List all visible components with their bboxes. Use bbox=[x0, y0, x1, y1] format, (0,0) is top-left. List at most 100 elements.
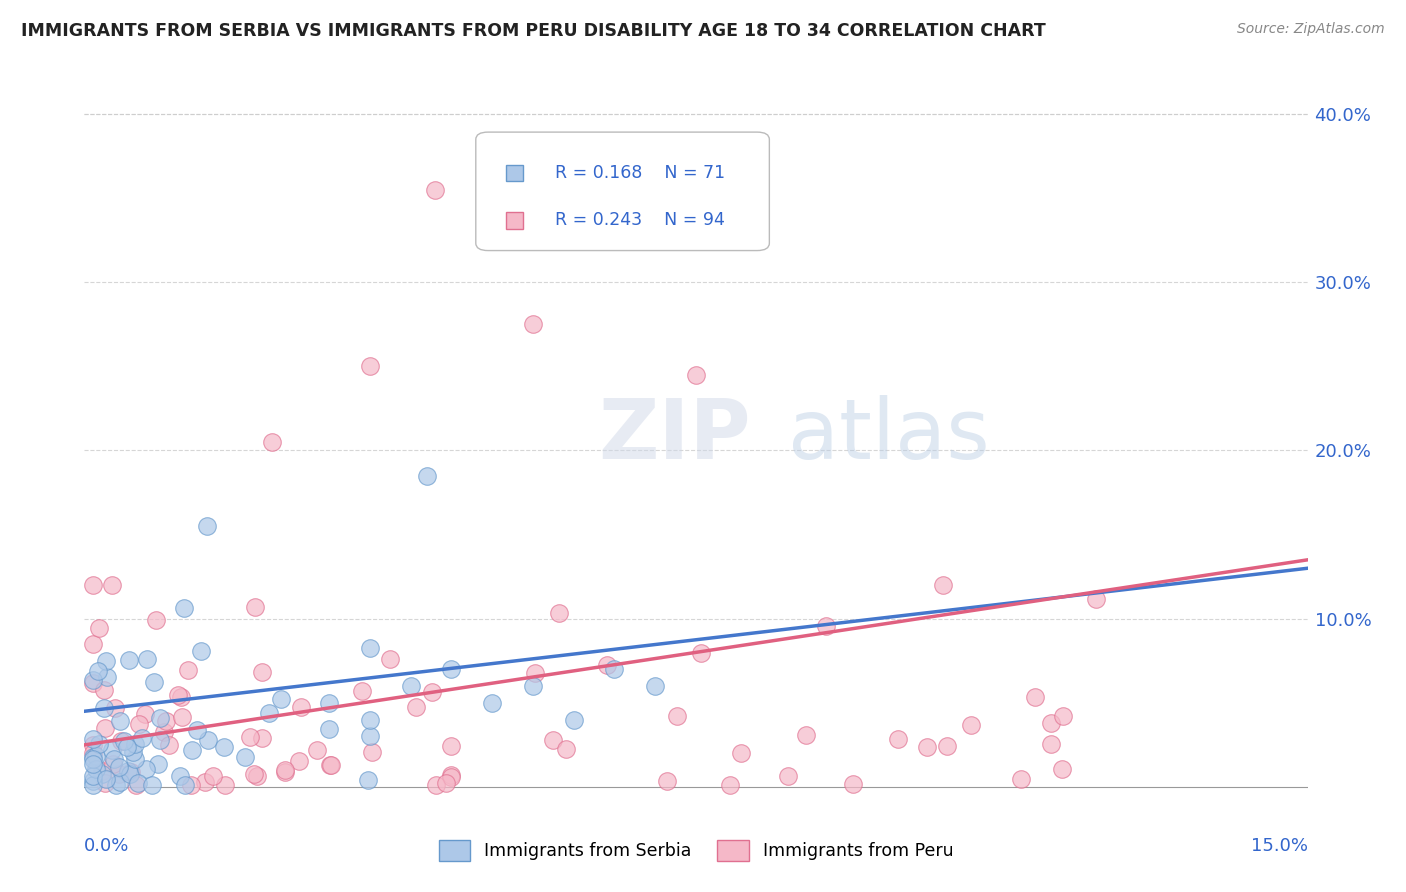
Point bbox=[82, 774, 104, 789]
Point bbox=[359, 640, 381, 655]
Point bbox=[82, 769, 104, 783]
Point bbox=[936, 739, 959, 753]
Point bbox=[548, 606, 571, 620]
Point bbox=[522, 318, 544, 332]
Point bbox=[194, 774, 217, 789]
Point bbox=[82, 673, 104, 687]
Point bbox=[177, 663, 200, 677]
Point bbox=[603, 662, 626, 676]
Point bbox=[118, 767, 141, 781]
Point bbox=[420, 685, 443, 699]
Point bbox=[96, 669, 118, 683]
Point bbox=[274, 765, 297, 780]
Point bbox=[169, 769, 191, 783]
Point bbox=[399, 679, 422, 693]
Point bbox=[82, 637, 104, 651]
Point bbox=[288, 754, 311, 768]
Point bbox=[186, 723, 208, 737]
Point bbox=[90, 764, 112, 778]
Point bbox=[120, 765, 142, 780]
FancyBboxPatch shape bbox=[475, 132, 769, 251]
Point bbox=[361, 746, 384, 760]
Point bbox=[290, 699, 312, 714]
Bar bbox=[506, 212, 523, 228]
Point bbox=[562, 713, 585, 727]
Point bbox=[197, 733, 219, 747]
Point bbox=[82, 731, 104, 746]
Point bbox=[1050, 763, 1073, 777]
Text: 0.0%: 0.0% bbox=[84, 838, 129, 855]
Legend: Immigrants from Serbia, Immigrants from Peru: Immigrants from Serbia, Immigrants from … bbox=[432, 833, 960, 868]
Point bbox=[357, 773, 380, 788]
Point bbox=[1039, 715, 1062, 730]
Point bbox=[425, 778, 447, 792]
Point bbox=[595, 658, 617, 673]
Text: IMMIGRANTS FROM SERBIA VS IMMIGRANTS FROM PERU DISABILITY AGE 18 TO 34 CORRELATI: IMMIGRANTS FROM SERBIA VS IMMIGRANTS FRO… bbox=[21, 22, 1046, 40]
Point bbox=[307, 742, 329, 756]
Point bbox=[145, 613, 167, 627]
Point bbox=[112, 734, 135, 748]
Point bbox=[135, 762, 157, 776]
Point bbox=[155, 714, 177, 728]
Point bbox=[167, 688, 190, 702]
Point bbox=[128, 717, 150, 731]
Point bbox=[250, 665, 273, 679]
Point bbox=[121, 745, 143, 759]
Point bbox=[359, 359, 381, 374]
Point bbox=[115, 740, 138, 755]
Point bbox=[440, 739, 463, 753]
Point bbox=[108, 774, 131, 789]
Point bbox=[257, 706, 280, 720]
Point bbox=[378, 652, 401, 666]
Point bbox=[180, 743, 202, 757]
Point bbox=[481, 696, 503, 710]
Point bbox=[318, 722, 340, 736]
Point bbox=[202, 769, 225, 783]
Text: Source: ZipAtlas.com: Source: ZipAtlas.com bbox=[1237, 22, 1385, 37]
Point bbox=[319, 757, 342, 772]
Point bbox=[82, 746, 104, 760]
Point bbox=[104, 701, 127, 715]
Point bbox=[153, 725, 176, 739]
Point bbox=[93, 776, 115, 790]
Point bbox=[252, 731, 274, 745]
Point bbox=[718, 778, 741, 792]
Point bbox=[522, 679, 544, 693]
Point bbox=[246, 769, 269, 783]
Point bbox=[117, 764, 139, 779]
Point bbox=[82, 750, 104, 764]
Bar bbox=[506, 164, 523, 181]
Point bbox=[96, 654, 118, 668]
Point bbox=[423, 183, 446, 197]
Point bbox=[644, 679, 666, 693]
Point bbox=[127, 776, 149, 790]
Text: R = 0.243    N = 94: R = 0.243 N = 94 bbox=[555, 211, 725, 229]
Text: atlas: atlas bbox=[787, 395, 990, 476]
Point bbox=[101, 743, 124, 757]
Point bbox=[134, 707, 156, 722]
Point bbox=[87, 664, 110, 678]
Point bbox=[141, 778, 163, 792]
Point bbox=[235, 749, 257, 764]
Point bbox=[440, 770, 463, 784]
Point bbox=[89, 738, 111, 752]
Point bbox=[440, 662, 463, 676]
Point bbox=[93, 682, 115, 697]
Point bbox=[84, 762, 107, 776]
Point bbox=[170, 690, 193, 705]
Point bbox=[359, 713, 381, 727]
Point bbox=[1084, 592, 1107, 607]
Point bbox=[523, 665, 546, 680]
Point bbox=[136, 652, 159, 666]
Text: ZIP: ZIP bbox=[598, 395, 751, 476]
Point bbox=[243, 767, 266, 781]
Point bbox=[124, 737, 146, 751]
Point bbox=[555, 742, 578, 756]
Point bbox=[541, 733, 564, 747]
Point bbox=[180, 778, 202, 792]
Point bbox=[157, 739, 180, 753]
Point bbox=[245, 599, 267, 614]
Point bbox=[89, 621, 111, 635]
Point bbox=[110, 734, 132, 748]
Point bbox=[359, 729, 381, 743]
